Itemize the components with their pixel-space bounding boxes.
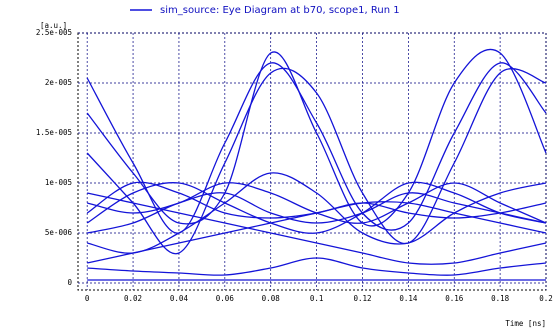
y-tick-label: 2e-005 [45,78,72,87]
y-tick-label: 1.5e-005 [36,128,72,137]
trace [86,62,547,234]
x-tick-label: 0 [85,294,90,303]
x-tick-label: 0.04 [170,294,189,303]
x-axis-label: Time [ns] [505,319,546,328]
y-tick-label: 5e-006 [45,228,73,237]
trace [87,192,547,265]
x-tick-label: 0.02 [124,294,142,303]
trace [86,181,547,234]
x-tick-label: 0.12 [353,294,371,303]
x-tick-label: 0.18 [491,294,510,303]
trace [86,67,547,255]
x-tick-label: 0.08 [262,294,281,303]
plot-frame [77,32,547,291]
y-tick-label: 2.5e-005 [36,28,72,37]
x-tick-label: 0.16 [445,294,464,303]
y-tick-label: 1e-005 [45,178,72,187]
trace [86,48,547,227]
x-tick-label: 0.2 [539,294,553,303]
y-tick-label: 0 [67,278,72,287]
trace [87,172,547,254]
x-tick-label: 0.06 [216,294,235,303]
trace [86,181,547,219]
x-tick-label: 0.14 [399,294,418,303]
legend-label: sim_source: Eye Diagram at b70, scope1, … [160,5,400,16]
x-tick-label: 0.1 [310,294,324,303]
y-axis-label: [a.u.] [40,21,67,30]
trace [87,257,547,276]
